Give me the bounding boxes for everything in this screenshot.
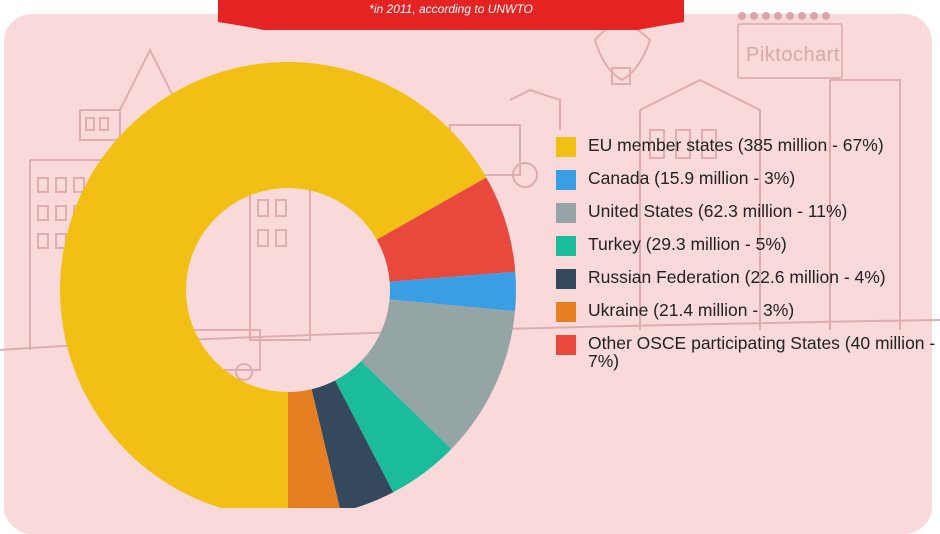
source-note: *in 2011, according to UNWTO	[369, 2, 533, 16]
piktochart-logo-icon	[737, 12, 843, 79]
donut-slice	[389, 271, 517, 312]
logo-text: Piktochart	[746, 44, 840, 66]
legend-swatch	[556, 170, 576, 190]
donut-slice	[288, 389, 340, 508]
legend-label: Other OSCE participating States (40 mill…	[588, 333, 936, 371]
legend-item: Canada (15.9 million - 3%)	[556, 169, 936, 193]
legend-item: Other OSCE participating States (40 mill…	[556, 334, 936, 370]
donut-slice	[335, 361, 452, 493]
legend-item: Ukraine (21.4 million - 3%)	[556, 301, 936, 325]
legend-label: Ukraine (21.4 million - 3%)	[588, 300, 795, 320]
legend-swatch	[556, 236, 576, 256]
legend-item: EU member states (385 million - 67%)	[556, 136, 936, 160]
donut-chart	[60, 62, 517, 508]
legend-label: Russian Federation (22.6 million - 4%)	[588, 267, 886, 287]
title-ribbon	[218, 0, 684, 30]
legend-swatch	[556, 302, 576, 322]
donut-slice	[60, 62, 487, 508]
legend-item: Turkey (29.3 million - 5%)	[556, 235, 936, 259]
legend-label: United States (62.3 million - 11%)	[588, 201, 848, 221]
legend-swatch	[556, 203, 576, 223]
legend-swatch	[556, 269, 576, 289]
legend-swatch	[556, 137, 576, 157]
donut-slice	[311, 380, 394, 508]
donut-slice	[361, 299, 516, 450]
legend-label: Canada (15.9 million - 3%)	[588, 168, 796, 188]
donut-slice	[376, 177, 516, 282]
legend-label: EU member states (385 million - 67%)	[588, 135, 884, 155]
legend-item: United States (62.3 million - 11%)	[556, 202, 936, 226]
chart-legend: EU member states (385 million - 67%) Can…	[556, 136, 936, 379]
legend-swatch	[556, 335, 576, 355]
legend-label: Turkey (29.3 million - 5%)	[588, 234, 787, 254]
legend-item: Russian Federation (22.6 million - 4%)	[556, 268, 936, 292]
